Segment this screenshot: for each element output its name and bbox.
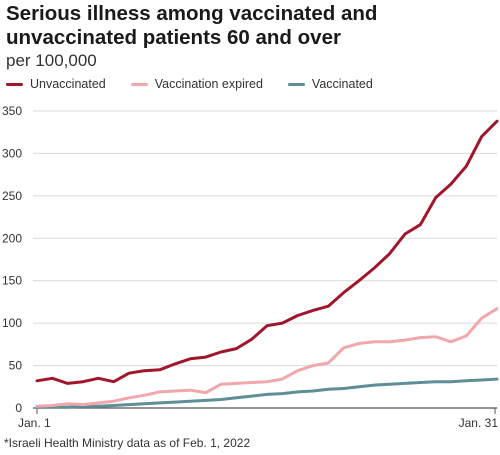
x-tick-label: Jan. 1 (18, 416, 51, 430)
line-chart: 0 50 100 150 200 250 300 350 Jan. 1 Jan. 31 (2, 104, 499, 430)
legend-label-vaccination-expired: Vaccination expired (154, 77, 263, 91)
y-tick-label: 350 (2, 104, 22, 118)
y-tick-label: 300 (2, 146, 22, 160)
y-tick-label: 100 (2, 316, 22, 330)
y-tick-label: 50 (9, 359, 23, 373)
legend-swatch-unvaccinated (6, 82, 23, 86)
chart-legend: Unvaccinated Vaccination expired Vaccina… (6, 74, 398, 94)
y-tick-label: 250 (2, 189, 22, 203)
legend-swatch-vaccination-expired (130, 82, 148, 86)
vaccinated-line (35, 377, 499, 409)
legend-label-vaccinated: Vaccinated (311, 77, 373, 91)
chart-subtitle: per 100,000 (6, 51, 97, 70)
footnote: *Israeli Health Ministry data as of Feb.… (4, 436, 251, 450)
legend-label-unvaccinated: Unvaccinated (30, 77, 106, 91)
legend-swatch-vaccinated (287, 82, 305, 86)
y-tick-label: 0 (15, 401, 22, 415)
x-tick-label: Jan. 31 (459, 416, 499, 430)
y-tick-label: 200 (2, 231, 22, 245)
legend-item-unvaccinated: Unvaccinated (6, 77, 106, 91)
legend-item-vaccinated: Vaccinated (287, 77, 373, 91)
y-tick-label: 150 (2, 274, 22, 288)
legend-item-vaccination-expired: Vaccination expired (130, 77, 263, 91)
chart-title: Serious illness among vaccinated and unv… (6, 2, 378, 49)
unvaccinated-line (35, 119, 499, 385)
vaccination-expired-line (35, 307, 499, 408)
